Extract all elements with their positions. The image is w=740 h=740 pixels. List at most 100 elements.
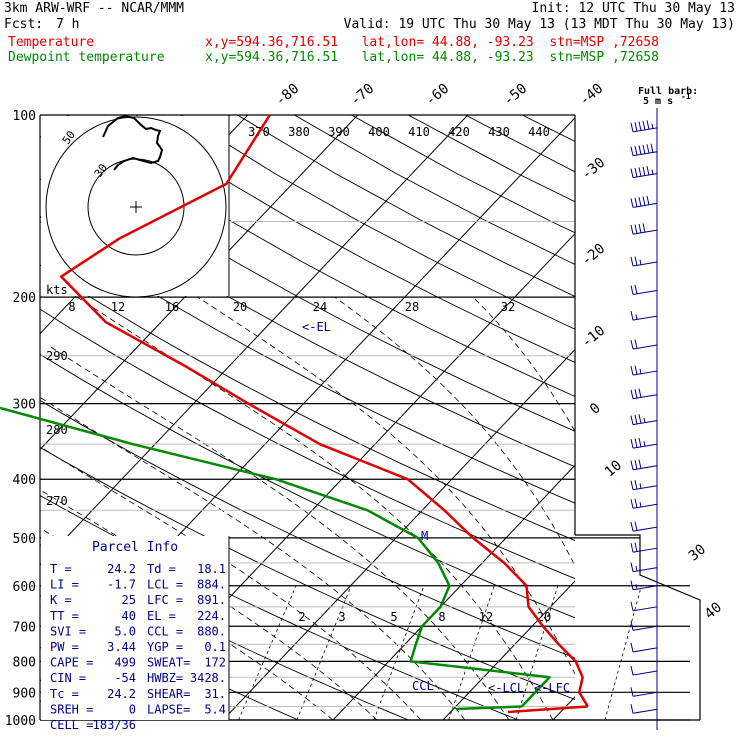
hodograph-speed-label: 28: [405, 300, 419, 314]
isotherm-label: -60: [423, 81, 453, 110]
dewpoint-legend: Dewpoint temperature: [8, 50, 165, 65]
moist-adiabat: [334, 296, 575, 567]
wind-barb: [630, 621, 658, 631]
wind-barb: [630, 580, 658, 591]
parcel-param-value: 183/36: [93, 718, 136, 732]
wind-barb: [630, 223, 658, 235]
parcel-param-value: 5.4: [204, 702, 226, 716]
pressure-tick-label: 400: [13, 473, 36, 488]
hodograph-units: kts: [46, 283, 68, 297]
parcel-param-value: -54: [114, 671, 136, 685]
barb-flag: [638, 414, 642, 424]
moist-adiabat: [40, 489, 378, 720]
parcel-param-value: 172: [204, 656, 226, 670]
hodograph-background: [41, 116, 229, 296]
valid-time: Valid: 19 UTC Thu 30 May 13 (13 MDT Thu …: [343, 17, 735, 32]
isotherm-label: -40: [577, 81, 607, 110]
barb-flag: [638, 437, 642, 448]
barb-flag: [638, 121, 642, 131]
barb-flag: [634, 284, 638, 294]
pressure-tick-label: 700: [13, 620, 36, 635]
parcel-param-name: CELL =: [50, 718, 93, 732]
isotherm-label: -70: [348, 81, 378, 110]
mixing-ratio-label: 20: [537, 610, 551, 624]
barb-flag: [634, 256, 638, 266]
barb-flag: [630, 225, 634, 235]
barb-flag: [638, 145, 642, 155]
dry-adiabat: [294, 115, 575, 265]
barb-flag: [634, 122, 638, 132]
barb-half-flag: [639, 259, 642, 265]
barb-flag: [630, 480, 634, 490]
barb-flag: [630, 580, 634, 590]
barb-flag: [634, 498, 638, 508]
parcel-param-name: SREH =: [50, 702, 93, 716]
barb-staff: [632, 691, 658, 697]
wind-barb: [630, 542, 658, 553]
parcel-param-name: LAPSE=: [147, 702, 190, 716]
dewpoint-profile-surface: [455, 705, 522, 711]
parcel-param-value: 880.: [197, 624, 226, 638]
parcel-param-name: LFC =: [147, 593, 183, 607]
barb-flag: [638, 459, 642, 469]
hodograph-speed-label: 16: [165, 300, 179, 314]
wind-barb: [630, 365, 658, 376]
barb-flag: [630, 665, 634, 676]
wind-barb: [630, 414, 658, 426]
barb-legend-value: 5 m s: [643, 96, 673, 107]
parcel-param-name: LCL =: [147, 578, 183, 592]
parcel-param-name: Tc =: [50, 687, 79, 701]
isotherm-line: [663, 115, 740, 720]
barb-legend-title: Full barb:: [638, 86, 698, 97]
isotherm-label: 10: [602, 457, 625, 480]
temperature-profile-surface: [507, 705, 588, 714]
parcel-param-value: 0.1: [204, 640, 226, 654]
wind-barb: [630, 388, 658, 400]
parcel-param-value: 3.44: [107, 640, 136, 654]
barb-flag: [650, 143, 654, 153]
moist-adiabat: [40, 396, 466, 720]
hodograph-ring-label: 50: [60, 128, 78, 146]
isotherm-label: -30: [579, 155, 609, 184]
barb-half-flag: [643, 417, 646, 423]
barb-flag: [642, 144, 646, 155]
barb-flag: [634, 460, 638, 470]
barb-flag: [642, 120, 646, 131]
lcl-marker: <-LCL: [488, 681, 524, 695]
wind-barb: [630, 562, 658, 573]
parcel-param-value: -1.7: [107, 578, 136, 592]
mixing-ratio-line: [238, 585, 297, 720]
temperature-legend: Temperature: [8, 35, 95, 50]
hodograph-speed-label: 8: [68, 300, 75, 314]
wind-barb: [630, 339, 658, 350]
moist-adiabat: [47, 344, 510, 720]
barb-flag: [630, 601, 634, 611]
mixing-ratio-label: 3: [338, 610, 345, 624]
wind-barb: [630, 459, 658, 471]
barb-flag: [630, 168, 634, 178]
isotherm-label: 0: [587, 400, 604, 418]
forecast-hour: 7 h: [56, 17, 80, 32]
barb-flag: [630, 389, 634, 399]
pressure-tick-label: 100: [13, 109, 36, 124]
theta-label: 380: [288, 125, 310, 139]
pressure-tick-label: 500: [13, 532, 36, 547]
barb-staff: [632, 647, 658, 653]
theta-label: 420: [448, 125, 470, 139]
parcel-param-name: CCL =: [147, 624, 183, 638]
barb-staff: [632, 606, 658, 612]
barb-legend-exponent: -1: [681, 92, 691, 101]
barb-flag: [630, 439, 634, 449]
parcel-param-name: YGP =: [147, 640, 183, 654]
theta-label: 410: [408, 125, 430, 139]
parcel-param-value: 24.2: [107, 687, 136, 701]
barb-flag: [634, 224, 638, 234]
barb-flag: [646, 120, 650, 130]
wind-barb: [630, 120, 658, 133]
barb-flag: [646, 166, 650, 176]
wind-barb: [630, 601, 658, 612]
barb-flag: [630, 122, 634, 132]
barb-flag: [638, 167, 642, 177]
theta-label: 290: [46, 349, 68, 363]
barb-half-flag: [651, 169, 654, 175]
